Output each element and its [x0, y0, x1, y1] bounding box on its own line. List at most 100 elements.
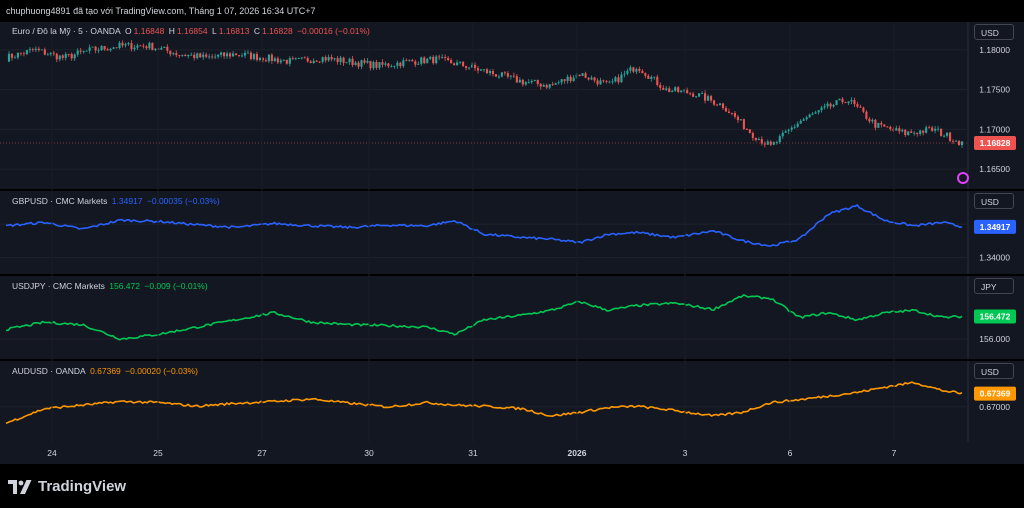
currency-button-gbpusd[interactable]: USD	[974, 193, 1014, 209]
chart-area[interactable]: 1.180001.175001.170001.165001.168281.350…	[0, 22, 1024, 464]
candle-body	[707, 96, 710, 101]
candle-body	[482, 69, 486, 71]
candle-body	[698, 93, 701, 97]
candle-body	[808, 114, 811, 118]
candle-body	[327, 56, 330, 61]
candle-body	[28, 49, 31, 51]
candle-body	[154, 48, 157, 51]
candle-body	[793, 126, 796, 128]
candle-body	[297, 58, 300, 59]
currency-button-audusd[interactable]: USD	[974, 363, 1014, 379]
candle-body	[934, 128, 937, 131]
candle-body	[742, 119, 745, 129]
candle-body	[883, 124, 886, 127]
tick-label-audusd-0: 0.67000	[979, 402, 1010, 412]
candle-body	[712, 100, 716, 105]
time-label-2: 27	[257, 448, 267, 458]
candle-body	[862, 107, 865, 112]
candle-body	[121, 42, 124, 46]
candle-body	[240, 55, 244, 57]
candle-body	[211, 56, 214, 58]
candle-body	[539, 83, 542, 87]
time-label-5: 2026	[568, 448, 587, 458]
candle-body	[261, 57, 264, 61]
candle-body	[357, 62, 360, 67]
candle-body	[16, 52, 20, 58]
candle-body	[366, 61, 369, 63]
chart-svg[interactable]: 1.180001.175001.170001.165001.168281.350…	[0, 22, 1024, 464]
candle-body	[772, 142, 775, 145]
candle-body	[73, 54, 76, 59]
candle-body	[488, 71, 492, 74]
currency-button-usdjpy[interactable]: JPY	[974, 278, 1014, 294]
candle-body	[554, 83, 557, 85]
candle-body	[653, 76, 656, 78]
candle-body	[31, 49, 34, 51]
candle-body	[491, 71, 495, 75]
candle-body	[940, 128, 943, 136]
candle-body	[650, 76, 653, 79]
candle-body	[748, 129, 751, 133]
candle-body	[877, 122, 880, 128]
candle-body	[468, 67, 471, 69]
candle-body	[626, 70, 629, 74]
candle-body	[52, 52, 55, 54]
candle-body	[605, 81, 608, 83]
candle-body	[273, 58, 276, 62]
currency-button-eurusd[interactable]: USD	[974, 24, 1014, 40]
legend-h-value: 1.16854	[176, 26, 208, 36]
candle-body	[333, 58, 336, 60]
header-bar: chuphuong4891 đã tạo với TradingView.com…	[0, 0, 1024, 22]
candle-body	[390, 66, 393, 67]
candle-body	[829, 103, 832, 107]
series-line-audusd	[5, 381, 963, 425]
candle-body	[644, 73, 647, 76]
candle-body	[727, 111, 731, 114]
tradingview-logo-icon	[8, 479, 32, 494]
candle-body	[910, 131, 913, 133]
candle-body	[701, 93, 704, 95]
candle-body	[465, 66, 468, 69]
candle-body	[426, 58, 429, 64]
candle-body	[928, 127, 931, 129]
candle-body	[545, 85, 548, 88]
candle-body	[375, 61, 378, 68]
candle-body	[396, 62, 399, 66]
candle-body	[536, 80, 539, 84]
candle-body	[94, 46, 97, 51]
last-price-label-eurusd: 1.16828	[980, 138, 1011, 148]
candle-body	[160, 47, 163, 50]
candle-body	[581, 73, 584, 76]
candle-body	[925, 127, 928, 133]
indicator-icon	[957, 172, 969, 184]
legend-o-value: 1.16848	[133, 26, 165, 36]
header-text: chuphuong4891 đã tạo với TradingView.com…	[6, 6, 316, 16]
candle-body	[874, 119, 877, 128]
candle-body	[103, 45, 106, 50]
candle-body	[871, 119, 874, 122]
candle-body	[954, 140, 958, 142]
candle-body	[769, 141, 772, 145]
candle-body	[372, 61, 375, 69]
candle-body	[524, 82, 527, 85]
candle-body	[647, 75, 650, 79]
candle-body	[811, 113, 814, 115]
candle-body	[572, 77, 575, 82]
candle-body	[913, 132, 916, 134]
candle-body	[584, 73, 587, 78]
candle-body	[715, 104, 719, 106]
candle-body	[805, 117, 808, 120]
candle-body	[97, 50, 100, 52]
candle-body	[408, 60, 411, 61]
tradingview-logo[interactable]: TradingView	[8, 478, 126, 495]
candle-body	[402, 60, 405, 67]
candle-body	[187, 55, 190, 57]
series-line-usdjpy	[5, 294, 963, 341]
candle-body	[339, 57, 342, 63]
candle-body	[237, 55, 241, 56]
candle-body	[217, 54, 220, 57]
candle-body	[456, 62, 459, 66]
candle-body	[847, 101, 850, 104]
candle-body	[937, 128, 940, 130]
legend-l-value: 1.16813	[218, 26, 250, 36]
